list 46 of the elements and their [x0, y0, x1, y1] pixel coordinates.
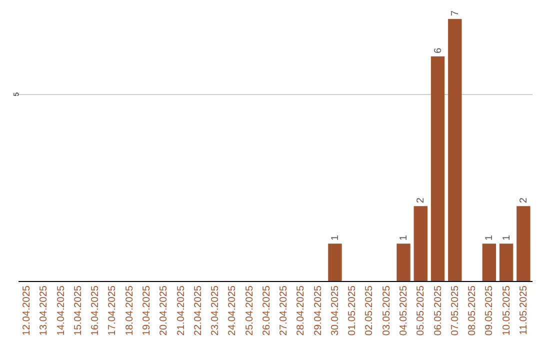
- bar: [499, 244, 514, 281]
- data-label: 1: [484, 234, 496, 241]
- bar: [430, 56, 445, 281]
- x-tick-label: 09.05.2025: [484, 285, 496, 336]
- bar: [448, 19, 462, 281]
- data-label: 2: [416, 197, 427, 204]
- data-label: 6: [432, 47, 444, 54]
- x-tick-label: 03.05.2025: [381, 285, 392, 336]
- x-tick-label: 24.04.2025: [227, 285, 238, 336]
- x-tick-label: 30.04.2025: [330, 285, 341, 336]
- bar: [396, 244, 410, 281]
- x-tick-label: 18.04.2025: [124, 285, 136, 336]
- x-tick-label: 22.04.2025: [192, 285, 204, 336]
- x-tick-label: 23.04.2025: [210, 285, 222, 336]
- x-tick-label: 27.04.2025: [278, 285, 290, 336]
- x-tick-label: 07.05.2025: [450, 285, 461, 336]
- x-tick-label: 28.04.2025: [296, 285, 307, 336]
- x-tick-label: 19.04.2025: [142, 285, 152, 336]
- x-tick-label: 14.04.2025: [56, 285, 67, 336]
- x-tick-label: 25.04.2025: [244, 285, 256, 336]
- bar: [414, 206, 428, 281]
- x-tick-label: 26.04.2025: [261, 285, 272, 336]
- x-tick-label: 01.05.2025: [347, 285, 358, 336]
- x-tick-label: 10.05.2025: [501, 285, 512, 336]
- x-tick-label: 12.04.2025: [22, 285, 33, 336]
- x-tick-label: 11.05.2025: [518, 285, 530, 335]
- x-tick-label: 08.05.2025: [467, 285, 478, 336]
- x-tick-label: 05.05.2025: [416, 285, 427, 336]
- data-label: 2: [518, 197, 530, 204]
- x-tick-label: 16.04.2025: [90, 285, 102, 336]
- x-tick-label: 04.05.2025: [398, 285, 410, 336]
- x-tick-label: 21.04.2025: [176, 285, 187, 336]
- x-tick-label: 02.05.2025: [364, 285, 376, 336]
- data-label: 1: [501, 234, 512, 241]
- x-tick-label: 13.04.2025: [38, 285, 50, 336]
- data-label: 1: [398, 234, 410, 241]
- x-tick-label: 29.04.2025: [312, 285, 324, 336]
- data-label: 1: [330, 234, 341, 241]
- data-label: 7: [450, 10, 461, 16]
- bar: [516, 206, 530, 281]
- bar: [328, 244, 342, 281]
- x-tick-label: 20.04.2025: [158, 285, 170, 336]
- x-tick-label: 06.05.2025: [432, 285, 444, 336]
- x-tick-label: 15.04.2025: [72, 285, 84, 336]
- bar: [482, 244, 496, 281]
- x-tick-label: 17.04.2025: [107, 285, 118, 336]
